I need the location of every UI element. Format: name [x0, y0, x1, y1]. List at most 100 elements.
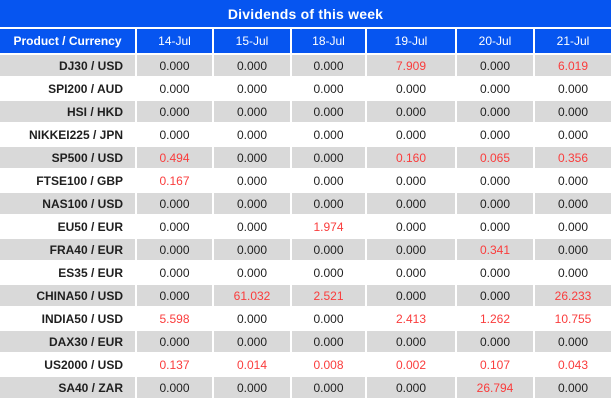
table-row: NAS100 / USD 0.000 0.000 0.000 0.000 0.000 0.0… — [0, 193, 611, 216]
header-row: Product / Currency 14-Jul 15-Jul 18-Jul 19-J… — [0, 29, 611, 55]
dividend-value-cell: 0.341 — [457, 239, 535, 262]
dividend-value-cell: 0.000 — [367, 285, 457, 308]
dividend-value-cell: 1.974 — [292, 216, 367, 239]
dividend-value-cell: 0.000 — [214, 262, 292, 285]
table-row: NIKKEI225 / JPN 0.000 0.000 0.000 0.000 0.000… — [0, 124, 611, 147]
table-row: DAX30 / EUR 0.000 0.000 0.000 0.000 0.000 0.00… — [0, 331, 611, 354]
dividend-value-cell: 0.043 — [535, 354, 611, 377]
dividend-value-cell: 0.000 — [214, 147, 292, 170]
dividend-value-cell: 26.233 — [535, 285, 611, 308]
dividend-value-cell: 7.909 — [367, 55, 457, 78]
dividend-value-cell: 0.000 — [137, 331, 214, 354]
date-column-header: 14-Jul — [137, 29, 214, 55]
table-body: DJ30 / USD 0.000 0.000 0.000 7.909 0.000 6.019… — [0, 55, 611, 400]
dividend-value-cell: 0.000 — [457, 216, 535, 239]
dividend-value-cell: 0.137 — [137, 354, 214, 377]
dividend-value-cell: 0.000 — [292, 170, 367, 193]
dividend-value-cell: 0.000 — [137, 216, 214, 239]
dividend-value-cell: 0.000 — [214, 101, 292, 124]
product-cell: ES35 / EUR — [0, 262, 137, 285]
dividend-value-cell: 2.521 — [292, 285, 367, 308]
dividend-value-cell: 0.014 — [214, 354, 292, 377]
table-row: FRA40 / EUR 0.000 0.000 0.000 0.000 0.341 0.00… — [0, 239, 611, 262]
table-row: US2000 / USD 0.137 0.014 0.008 0.002 0.107 0.0… — [0, 354, 611, 377]
product-cell: SPI200 / AUD — [0, 78, 137, 101]
table-row: HSI / HKD 0.000 0.000 0.000 0.000 0.000 0.000 — [0, 101, 611, 124]
dividend-value-cell: 0.000 — [214, 216, 292, 239]
table-row: SP500 / USD 0.494 0.000 0.000 0.160 0.065 0.35… — [0, 147, 611, 170]
dividend-value-cell: 0.000 — [214, 331, 292, 354]
dividend-value-cell: 0.000 — [535, 239, 611, 262]
dividend-value-cell: 0.000 — [292, 124, 367, 147]
dividend-value-cell: 0.000 — [457, 124, 535, 147]
dividend-value-cell: 5.598 — [137, 308, 214, 331]
title-row: Dividends of this week — [0, 0, 611, 29]
dividend-value-cell: 0.008 — [292, 354, 367, 377]
dividend-value-cell: 0.167 — [137, 170, 214, 193]
dividend-value-cell: 0.000 — [535, 78, 611, 101]
dividend-value-cell: 0.000 — [535, 170, 611, 193]
dividend-value-cell: 0.000 — [457, 193, 535, 216]
product-cell: FRA40 / EUR — [0, 239, 137, 262]
product-currency-header: Product / Currency — [0, 29, 137, 55]
product-cell: NAS100 / USD — [0, 193, 137, 216]
dividend-value-cell: 0.000 — [214, 170, 292, 193]
dividend-value-cell: 0.065 — [457, 147, 535, 170]
dividend-value-cell: 0.000 — [535, 331, 611, 354]
dividend-value-cell: 0.000 — [292, 147, 367, 170]
dividend-value-cell: 0.000 — [292, 377, 367, 400]
date-column-header: 18-Jul — [292, 29, 367, 55]
dividend-value-cell: 0.000 — [292, 262, 367, 285]
dividend-value-cell: 0.000 — [457, 285, 535, 308]
dividend-value-cell: 0.000 — [367, 101, 457, 124]
product-cell: SA40 / ZAR — [0, 377, 137, 400]
dividend-value-cell: 0.000 — [292, 308, 367, 331]
dividend-value-cell: 0.000 — [535, 216, 611, 239]
dividend-value-cell: 0.000 — [367, 216, 457, 239]
dividend-value-cell: 10.755 — [535, 308, 611, 331]
dividend-value-cell: 0.000 — [292, 78, 367, 101]
dividend-value-cell: 0.107 — [457, 354, 535, 377]
dividend-value-cell: 0.000 — [137, 377, 214, 400]
dividend-value-cell: 0.000 — [367, 193, 457, 216]
product-cell: INDIA50 / USD — [0, 308, 137, 331]
dividend-value-cell: 0.000 — [367, 239, 457, 262]
dividend-value-cell: 0.000 — [137, 239, 214, 262]
dividend-value-cell: 0.000 — [292, 55, 367, 78]
dividend-value-cell: 0.000 — [457, 101, 535, 124]
table-row: EU50 / EUR 0.000 0.000 1.974 0.000 0.000 0.000 — [0, 216, 611, 239]
dividend-value-cell: 0.000 — [367, 124, 457, 147]
product-cell: US2000 / USD — [0, 354, 137, 377]
dividend-value-cell: 0.000 — [457, 55, 535, 78]
dividend-value-cell: 0.000 — [214, 239, 292, 262]
dividend-value-cell: 0.000 — [214, 193, 292, 216]
dividend-value-cell: 0.000 — [137, 262, 214, 285]
dividend-value-cell: 0.000 — [457, 331, 535, 354]
dividend-value-cell: 0.160 — [367, 147, 457, 170]
table-row: CHINA50 / USD 0.000 61.032 2.521 0.000 0.000 2… — [0, 285, 611, 308]
product-cell: HSI / HKD — [0, 101, 137, 124]
dividend-value-cell: 0.000 — [137, 55, 214, 78]
date-column-header: 20-Jul — [457, 29, 535, 55]
dividend-value-cell: 0.000 — [137, 193, 214, 216]
dividend-value-cell: 26.794 — [457, 377, 535, 400]
dividend-value-cell: 1.262 — [457, 308, 535, 331]
dividend-value-cell: 0.000 — [214, 377, 292, 400]
dividend-value-cell: 0.000 — [214, 124, 292, 147]
dividend-value-cell: 0.000 — [292, 193, 367, 216]
dividend-value-cell: 0.000 — [214, 78, 292, 101]
product-cell: SP500 / USD — [0, 147, 137, 170]
table-row: DJ30 / USD 0.000 0.000 0.000 7.909 0.000 6.019 — [0, 55, 611, 78]
dividend-value-cell: 0.000 — [292, 101, 367, 124]
dividend-value-cell: 0.000 — [367, 262, 457, 285]
date-column-header: 19-Jul — [367, 29, 457, 55]
table-row: SPI200 / AUD 0.000 0.000 0.000 0.000 0.000 0.0… — [0, 78, 611, 101]
dividend-value-cell: 0.000 — [535, 193, 611, 216]
table-row: INDIA50 / USD 5.598 0.000 0.000 2.413 1.262 10… — [0, 308, 611, 331]
table-title: Dividends of this week — [0, 0, 611, 29]
table-row: FTSE100 / GBP 0.167 0.000 0.000 0.000 0.000 0.… — [0, 170, 611, 193]
dividend-value-cell: 61.032 — [214, 285, 292, 308]
dividend-value-cell: 0.000 — [214, 308, 292, 331]
